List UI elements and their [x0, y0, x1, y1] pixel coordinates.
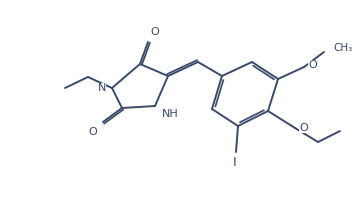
Text: N: N	[98, 83, 106, 93]
Text: CH₃: CH₃	[333, 43, 352, 53]
Text: O: O	[89, 127, 97, 137]
Text: O: O	[308, 60, 317, 70]
Text: I: I	[233, 155, 237, 169]
Text: O: O	[151, 27, 159, 37]
Text: O: O	[299, 123, 308, 133]
Text: NH: NH	[162, 109, 179, 119]
